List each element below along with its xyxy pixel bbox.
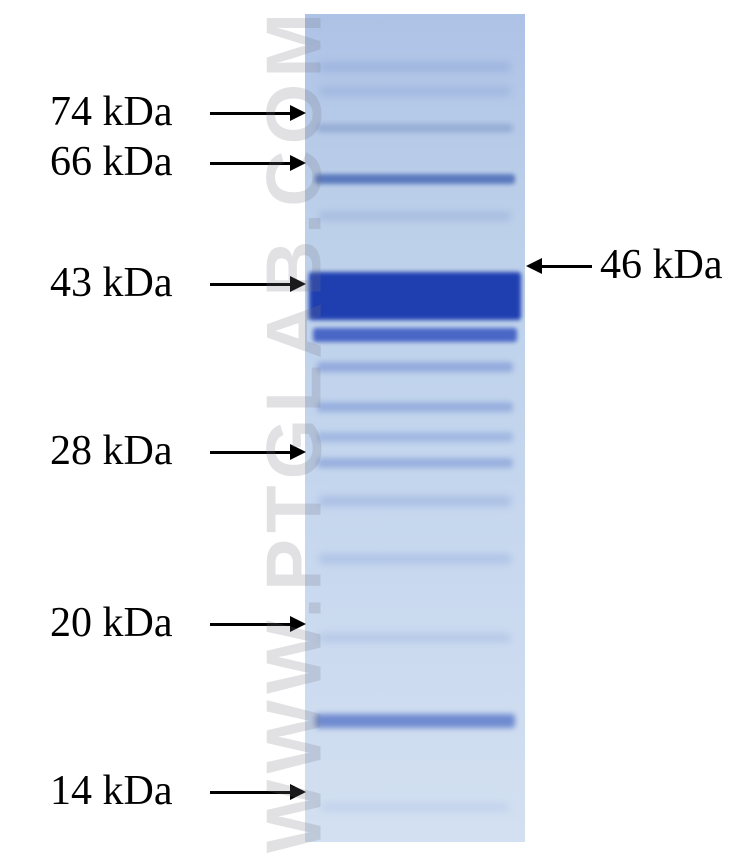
gel-band-marker-28 <box>317 458 513 468</box>
gel-band-marker-74 <box>317 124 513 132</box>
arrow-right-icon <box>210 283 292 286</box>
result-label: 46 kDa <box>600 244 722 286</box>
gel-band-mid-1 <box>317 402 513 412</box>
gel-band-smear-top-b <box>319 86 511 96</box>
gel-band-under-main-a <box>313 328 517 342</box>
gel-band-smear-top-a <box>319 62 511 72</box>
arrow-right-icon <box>210 112 292 115</box>
arrow-left-icon <box>540 265 592 268</box>
marker-label: 66 kDa <box>50 141 172 183</box>
gel-band-under-main-b <box>317 362 513 372</box>
gel-band-mid-4 <box>319 554 511 564</box>
gel-band-faint-60 <box>319 212 511 220</box>
arrow-right-icon <box>210 451 292 454</box>
marker-label: 43 kDa <box>50 262 172 304</box>
gel-figure: WWW.PTGLAB.COM 74 kDa66 kDa43 kDa28 kDa2… <box>0 0 740 855</box>
marker-label: 74 kDa <box>50 91 172 133</box>
marker-label: 14 kDa <box>50 770 172 812</box>
marker-label: 20 kDa <box>50 602 172 644</box>
marker-label: 28 kDa <box>50 430 172 472</box>
gel-band-low-strong <box>315 714 515 728</box>
gel-band-main-46 <box>309 272 521 320</box>
gel-band-mid-3 <box>319 496 511 506</box>
gel-band-marker-14 <box>321 804 509 810</box>
gel-band-mid-2 <box>317 432 513 442</box>
arrow-right-icon <box>210 623 292 626</box>
arrow-right-icon <box>210 791 292 794</box>
gel-band-marker-20 <box>319 634 511 642</box>
arrow-right-icon <box>210 162 292 165</box>
gel-band-marker-66 <box>315 174 515 184</box>
